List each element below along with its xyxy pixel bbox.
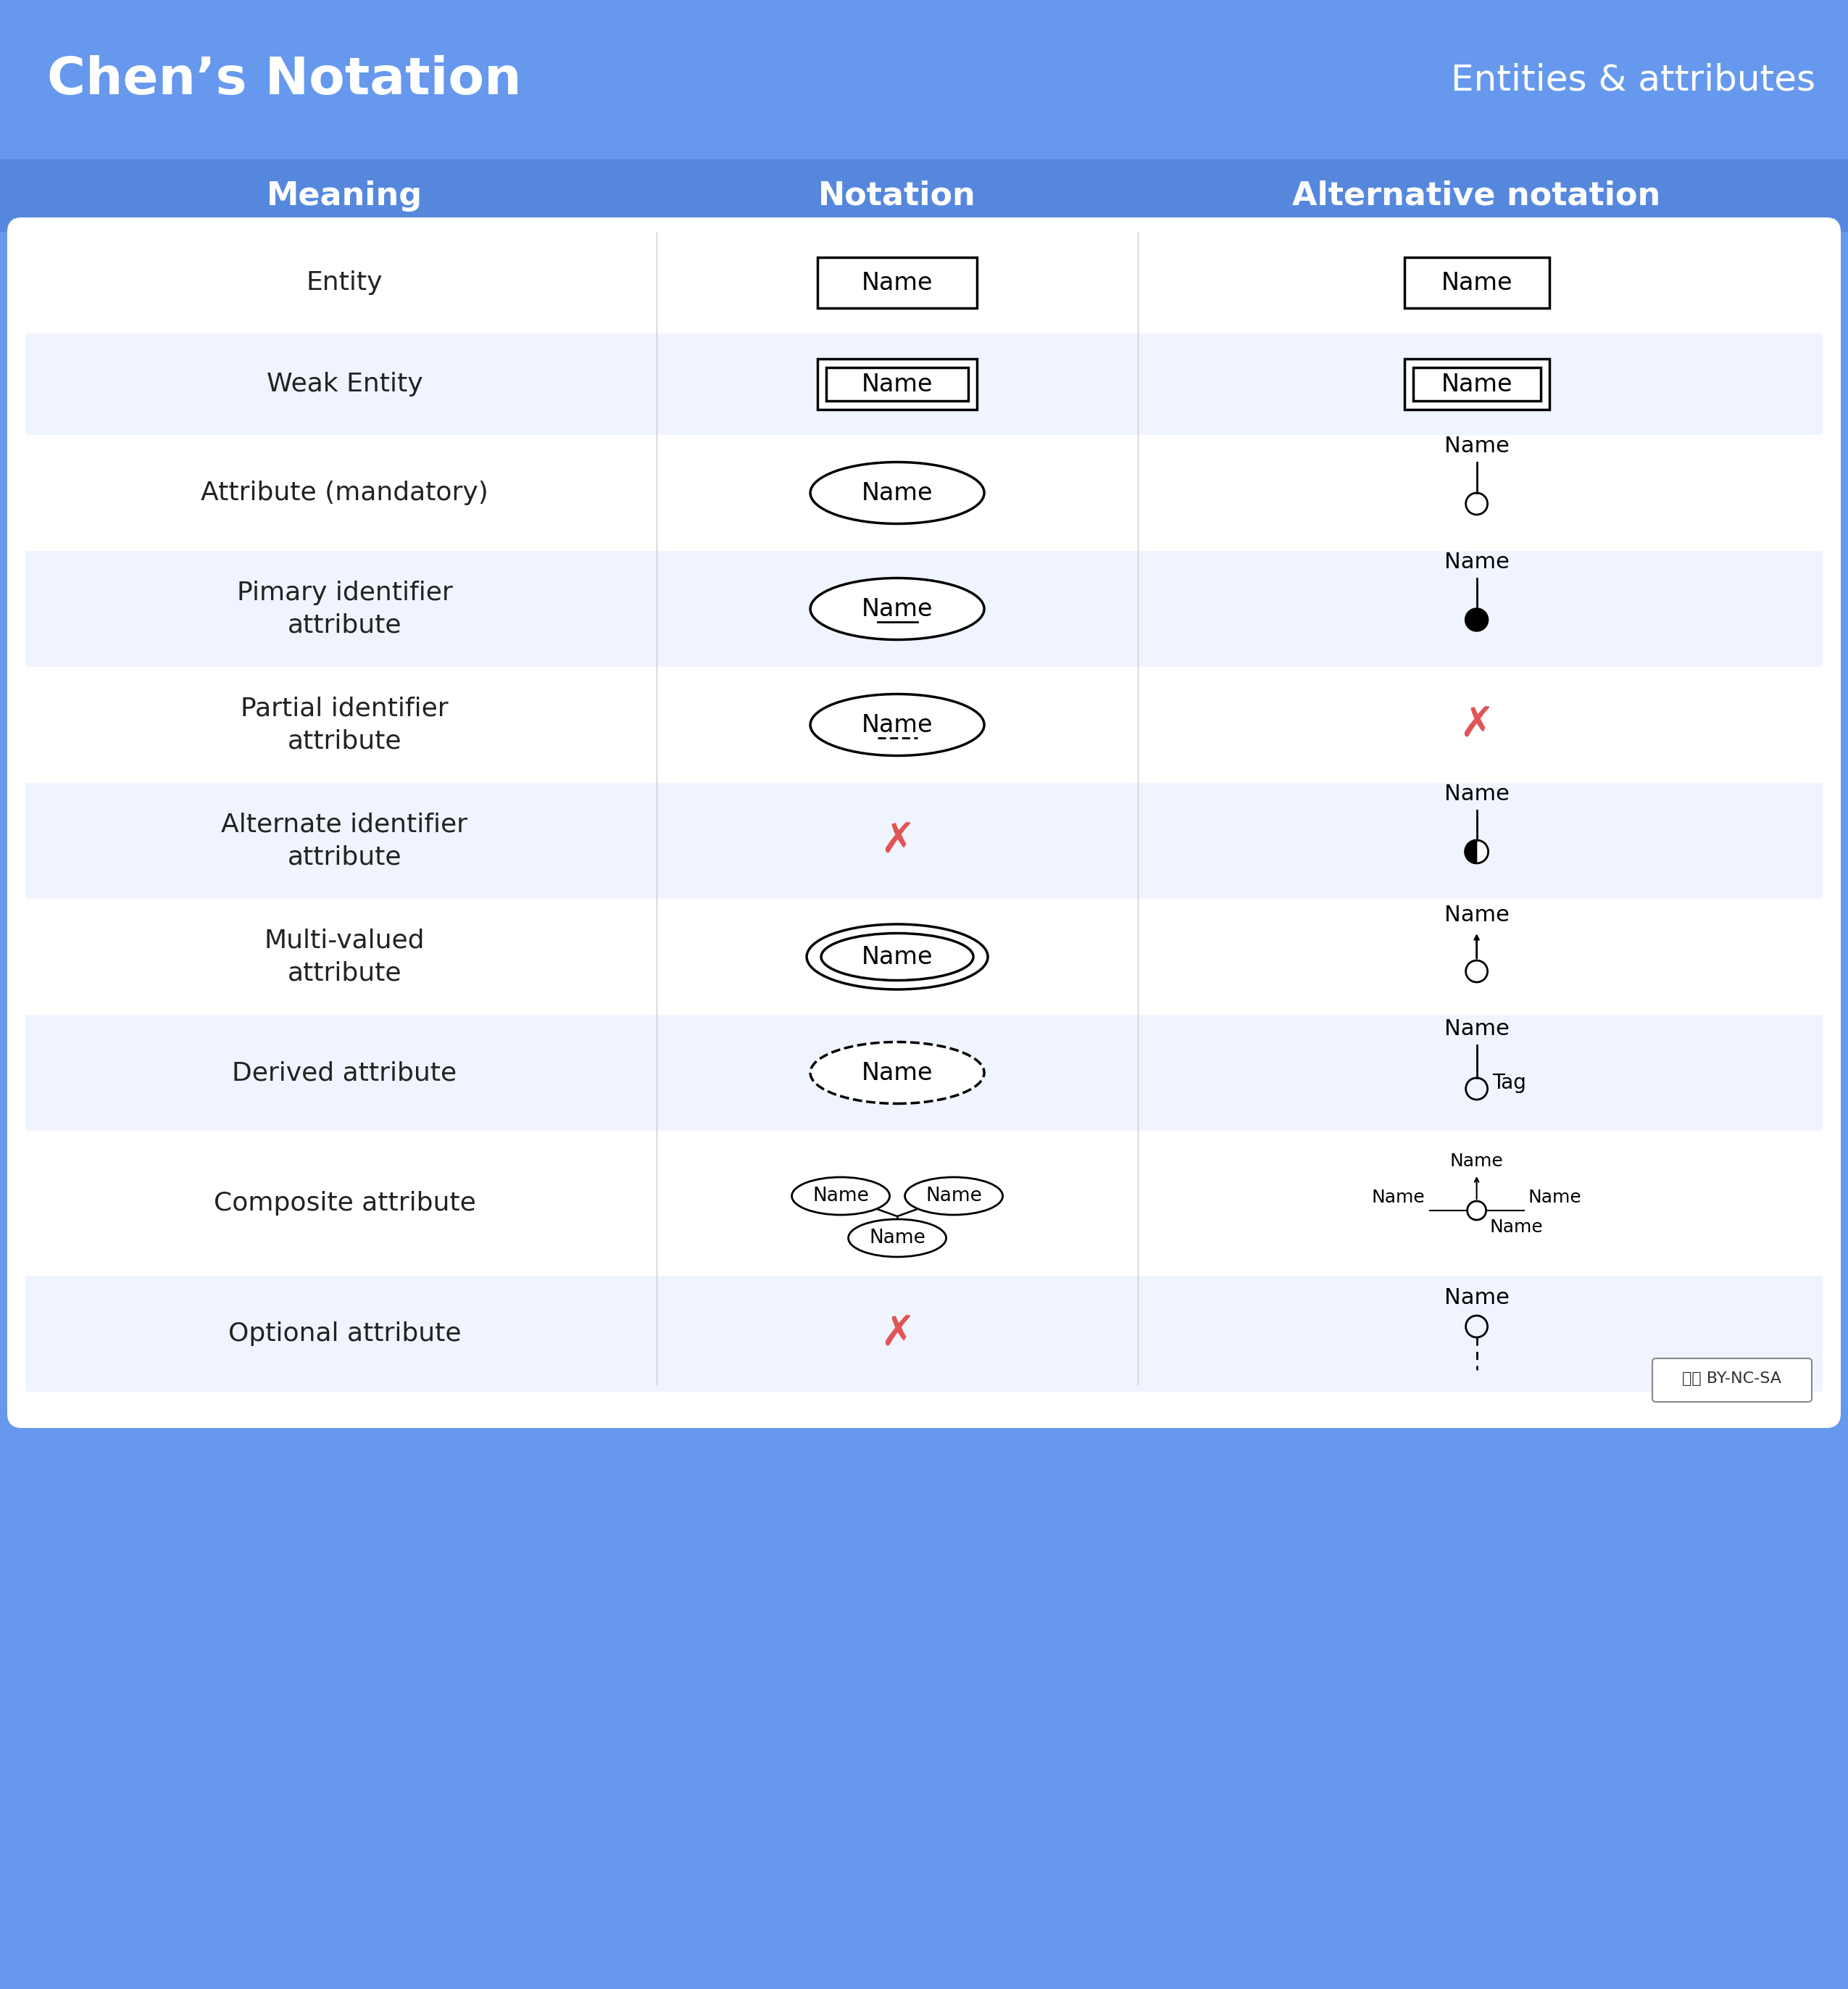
Ellipse shape: [848, 1219, 946, 1257]
Text: Optional attribute: Optional attribute: [227, 1321, 462, 1347]
Text: Name: Name: [926, 1187, 981, 1205]
Polygon shape: [1465, 839, 1477, 863]
FancyBboxPatch shape: [26, 551, 1822, 666]
FancyBboxPatch shape: [817, 358, 978, 410]
FancyBboxPatch shape: [826, 368, 968, 402]
Text: Multi-valued
attribute: Multi-valued attribute: [264, 929, 425, 985]
Text: Name: Name: [1441, 372, 1512, 396]
Text: Tag: Tag: [1493, 1072, 1526, 1094]
Text: Derived attribute: Derived attribute: [233, 1060, 456, 1086]
Text: ⒸⓂ BY-NC-SA: ⒸⓂ BY-NC-SA: [1682, 1372, 1781, 1386]
Text: Name: Name: [1443, 551, 1510, 573]
Text: Name: Name: [861, 712, 933, 736]
FancyBboxPatch shape: [26, 233, 1822, 334]
Text: Name: Name: [1443, 1018, 1510, 1040]
Text: Meaning: Meaning: [266, 181, 423, 211]
Text: Weak Entity: Weak Entity: [266, 372, 423, 396]
Text: Name: Name: [861, 945, 933, 969]
FancyBboxPatch shape: [0, 159, 1848, 233]
Text: Name: Name: [861, 597, 933, 621]
Text: Name: Name: [861, 1060, 933, 1084]
Text: ✗: ✗: [1458, 704, 1495, 746]
FancyBboxPatch shape: [817, 257, 978, 308]
Text: Name: Name: [1443, 905, 1510, 925]
FancyBboxPatch shape: [26, 899, 1822, 1014]
Text: Name: Name: [1528, 1189, 1582, 1205]
FancyBboxPatch shape: [26, 1275, 1822, 1392]
Text: Attribute (mandatory): Attribute (mandatory): [201, 481, 488, 505]
Text: Alternative notation: Alternative notation: [1292, 181, 1661, 211]
Text: Name: Name: [813, 1187, 869, 1205]
FancyBboxPatch shape: [26, 334, 1822, 436]
FancyBboxPatch shape: [26, 784, 1822, 899]
Text: Name: Name: [1371, 1189, 1425, 1205]
Text: Name: Name: [861, 372, 933, 396]
Text: Entities & attributes: Entities & attributes: [1451, 62, 1815, 97]
Text: Name: Name: [861, 481, 933, 505]
Ellipse shape: [791, 1177, 889, 1215]
FancyBboxPatch shape: [26, 1014, 1822, 1132]
Text: Alternate identifier
attribute: Alternate identifier attribute: [222, 812, 468, 869]
Text: Name: Name: [1443, 436, 1510, 457]
Text: Name: Name: [861, 271, 933, 294]
Text: Name: Name: [869, 1229, 926, 1247]
Text: Name: Name: [1451, 1152, 1504, 1170]
Ellipse shape: [809, 461, 985, 523]
Circle shape: [1465, 609, 1488, 631]
Circle shape: [1465, 839, 1488, 863]
Text: Entity: Entity: [307, 271, 383, 294]
Text: Name: Name: [1443, 1287, 1510, 1309]
Text: Name: Name: [1489, 1219, 1543, 1235]
FancyBboxPatch shape: [1652, 1358, 1811, 1402]
Text: Chen’s Notation: Chen’s Notation: [46, 56, 521, 105]
Text: Composite attribute: Composite attribute: [214, 1191, 475, 1215]
FancyBboxPatch shape: [7, 217, 1841, 1428]
Ellipse shape: [808, 925, 989, 989]
Ellipse shape: [809, 1042, 985, 1104]
Text: Notation: Notation: [819, 181, 976, 211]
FancyBboxPatch shape: [26, 666, 1822, 784]
FancyBboxPatch shape: [1404, 257, 1549, 308]
Text: Pimary identifier
attribute: Pimary identifier attribute: [237, 581, 453, 636]
Text: Name: Name: [1441, 271, 1512, 294]
Text: Name: Name: [1443, 784, 1510, 806]
Ellipse shape: [809, 694, 985, 756]
Ellipse shape: [906, 1177, 1003, 1215]
Text: Partial identifier
attribute: Partial identifier attribute: [240, 696, 449, 754]
Text: ✗: ✗: [880, 819, 915, 861]
Ellipse shape: [809, 579, 985, 640]
FancyBboxPatch shape: [1414, 368, 1541, 402]
FancyBboxPatch shape: [26, 436, 1822, 551]
Ellipse shape: [821, 933, 974, 981]
Text: ✗: ✗: [880, 1313, 915, 1355]
FancyBboxPatch shape: [26, 1132, 1822, 1275]
FancyBboxPatch shape: [1404, 358, 1549, 410]
